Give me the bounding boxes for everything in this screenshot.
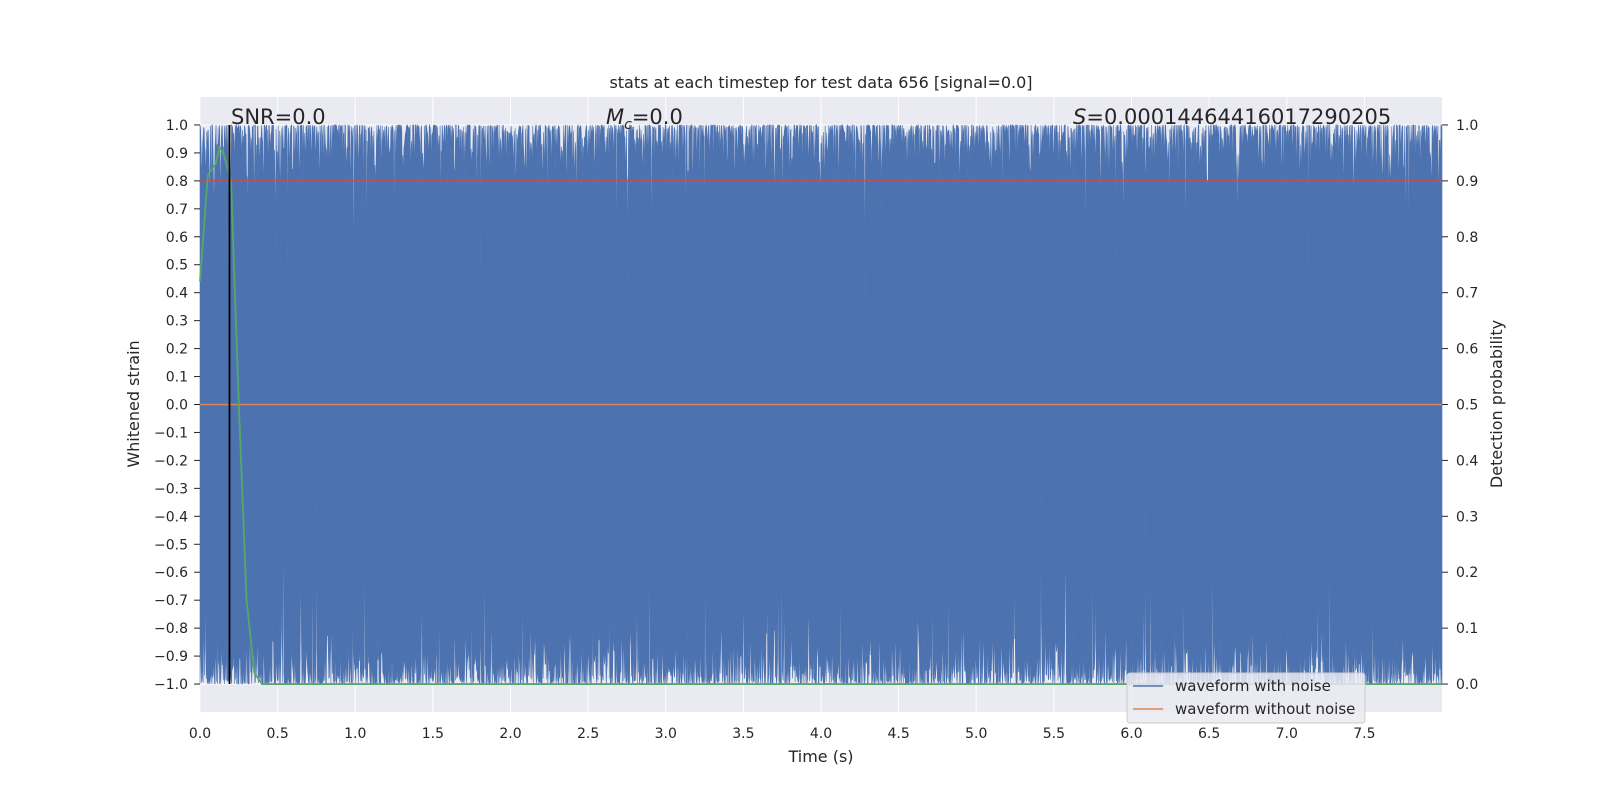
y2-tick-label: 0.3 <box>1456 509 1478 525</box>
y-tick-label: −0.2 <box>154 453 188 469</box>
y-tick-label: 0.6 <box>166 230 188 246</box>
y-tick-label: −0.3 <box>154 481 188 497</box>
y2-tick-label: 0.1 <box>1456 621 1478 637</box>
y2-tick-label: 1.0 <box>1456 118 1478 134</box>
y-tick-label: −0.8 <box>154 621 188 637</box>
s-annotation: S=0.00014464416017290205 <box>1073 105 1391 129</box>
y2-tick-label: 0.2 <box>1456 565 1478 581</box>
chart-title: stats at each timestep for test data 656… <box>609 73 1032 92</box>
x-tick-label: 6.5 <box>1198 726 1220 742</box>
y2-tick-label: 0.0 <box>1456 677 1478 693</box>
y2-tick-label: 0.9 <box>1456 174 1478 190</box>
y-tick-label: −0.5 <box>154 537 188 553</box>
x-tick-label: 6.0 <box>1120 726 1142 742</box>
y2-tick-label: 0.8 <box>1456 230 1478 246</box>
y-tick-label: 0.2 <box>166 342 188 358</box>
x-tick-label: 2.0 <box>499 726 521 742</box>
x-tick-label: 5.0 <box>965 726 987 742</box>
y-tick-label: −0.4 <box>154 509 188 525</box>
y-tick-labels: 1.0 0.9 0.8 0.7 0.6 0.5 0.4 0.3 0.2 0.1 0.0 −0.1 −0.… <box>154 118 200 693</box>
snr-annotation: SNR=0.0 <box>231 105 326 129</box>
s-value: =0.00014464416017290205 <box>1086 105 1391 129</box>
x-axis-label: Time (s) <box>787 747 853 766</box>
overlay-lines <box>199 124 1442 685</box>
y-axis-label: Whitened strain <box>124 340 143 467</box>
legend-label-noise: waveform with noise <box>1175 677 1331 695</box>
x-tick-label: 7.5 <box>1353 726 1375 742</box>
y2-tick-label: 0.7 <box>1456 286 1478 302</box>
chirp-mass-value: =0.0 <box>632 105 683 129</box>
y2-tick-label: 0.5 <box>1456 398 1478 414</box>
y-tick-label: −0.7 <box>154 593 188 609</box>
y-tick-label: 0.1 <box>166 370 188 386</box>
y2-tick-label: 0.6 <box>1456 342 1478 358</box>
legend: waveform with noise waveform without noi… <box>1126 672 1366 724</box>
y-tick-label: −1.0 <box>154 677 188 693</box>
y-tick-label: 0.5 <box>166 258 188 274</box>
y-tick-label: −0.1 <box>154 425 188 441</box>
x-tick-label: 0.5 <box>266 726 288 742</box>
s-symbol: S <box>1073 105 1086 129</box>
legend-label-clean: waveform without noise <box>1175 700 1355 718</box>
x-tick-label: 3.5 <box>732 726 754 742</box>
chirp-mass-annotation: Mc=0.0 <box>606 105 683 133</box>
y-tick-label: 0.7 <box>166 202 188 218</box>
y-tick-label: 1.0 <box>166 118 188 134</box>
x-tick-label: 3.0 <box>655 726 677 742</box>
y-tick-label: 0.0 <box>166 398 188 414</box>
detection-probability-line <box>199 145 1442 685</box>
x-tick-label: 0.0 <box>189 726 211 742</box>
y2-axis-label: Detection probability <box>1487 320 1506 488</box>
y-tick-label: 0.8 <box>166 174 188 190</box>
x-tick-label: 5.5 <box>1043 726 1065 742</box>
y-tick-label: 0.4 <box>166 286 188 302</box>
y-tick-label: −0.6 <box>154 565 188 581</box>
x-tick-label: 1.5 <box>422 726 444 742</box>
chirp-mass-subscript: c <box>624 117 632 133</box>
y2-tick-labels: 1.0 0.9 0.8 0.7 0.6 0.5 0.4 0.3 0.2 0.1 0.0 <box>1442 118 1478 693</box>
y-tick-label: 0.3 <box>166 314 188 330</box>
x-tick-label: 1.0 <box>344 726 366 742</box>
chirp-mass-symbol: M <box>606 105 624 129</box>
legend-box <box>1126 672 1366 724</box>
y2-tick-label: 0.4 <box>1456 453 1478 469</box>
x-tick-label: 4.0 <box>810 726 832 742</box>
x-tick-label: 2.5 <box>577 726 599 742</box>
x-tick-labels: 0.0 0.5 1.0 1.5 2.0 2.5 3.0 3.5 4.0 4.5 5.0 5.5 6.0 6… <box>189 726 1376 742</box>
x-tick-label: 7.0 <box>1276 726 1298 742</box>
x-tick-label: 4.5 <box>887 726 909 742</box>
y-tick-label: −0.9 <box>154 649 188 665</box>
y-tick-label: 0.9 <box>166 146 188 162</box>
